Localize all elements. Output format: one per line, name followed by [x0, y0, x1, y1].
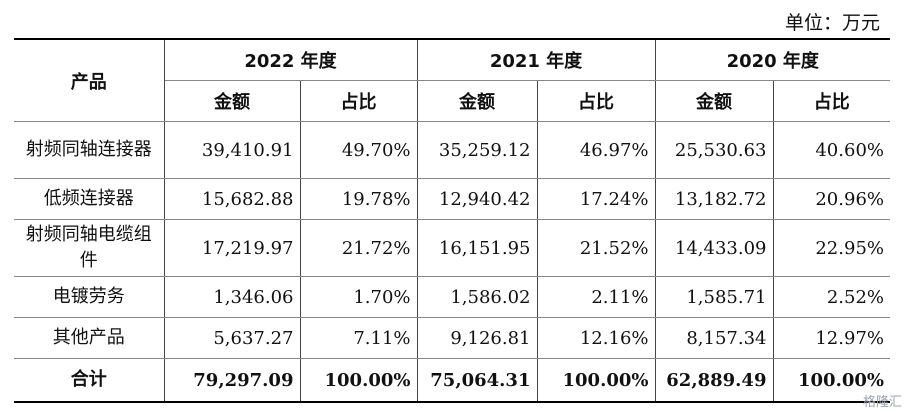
total-ratio: 100.00%: [299, 358, 418, 403]
cell-ratio: 2.11%: [536, 276, 656, 318]
table-row: 低频连接器 15,682.88 19.78% 12,940.42 17.24% …: [14, 178, 890, 220]
cell-amount: 1,585.71: [654, 276, 774, 318]
total-amount: 62,889.49: [654, 358, 774, 403]
cell-amount: 1,586.02: [416, 276, 538, 318]
cell-ratio: 19.78%: [299, 178, 418, 220]
cell-ratio: 21.52%: [536, 219, 656, 277]
cell-amount: 25,530.63: [654, 121, 774, 179]
cell-amount: 5,637.27: [163, 317, 301, 359]
cell-amount: 39,410.91: [163, 121, 301, 179]
header-product: 产品: [14, 38, 165, 122]
unit-label: 单位：万元: [784, 12, 880, 34]
product-name: 低频连接器: [14, 178, 165, 220]
total-amount: 79,297.09: [163, 358, 301, 403]
cell-ratio: 22.95%: [772, 219, 890, 277]
cell-ratio: 1.70%: [299, 276, 418, 318]
total-ratio: 100.00%: [772, 358, 890, 403]
cell-amount: 13,182.72: [654, 178, 774, 220]
cell-amount: 12,940.42: [416, 178, 538, 220]
header-year-2021: 2021 年度: [416, 38, 656, 81]
header-year-2022: 2022 年度: [163, 38, 418, 81]
cell-amount: 16,151.95: [416, 219, 538, 277]
cell-amount: 1,346.06: [163, 276, 301, 318]
header-amount: 金额: [164, 80, 301, 122]
header-amount: 金额: [654, 80, 774, 122]
header-ratio: 占比: [772, 80, 890, 122]
cell-amount: 35,259.12: [416, 121, 538, 179]
cell-amount: 9,126.81: [416, 317, 538, 359]
header-year-2020: 2020 年度: [654, 38, 890, 81]
table-row: 电镀劳务 1,346.06 1.70% 1,586.02 2.11% 1,585…: [14, 276, 890, 318]
cell-ratio: 21.72%: [299, 219, 418, 277]
cell-ratio: 2.52%: [772, 276, 890, 318]
cell-ratio: 17.24%: [536, 178, 656, 220]
product-name: 其他产品: [14, 317, 165, 359]
total-ratio: 100.00%: [536, 358, 656, 403]
table-row: 其他产品 5,637.27 7.11% 9,126.81 12.16% 8,15…: [14, 317, 890, 359]
cell-ratio: 12.97%: [772, 317, 890, 359]
cell-ratio: 7.11%: [299, 317, 418, 359]
cell-amount: 8,157.34: [654, 317, 774, 359]
cell-ratio: 40.60%: [772, 121, 890, 179]
watermark: 格隆汇: [862, 395, 902, 410]
header-ratio: 占比: [299, 80, 418, 122]
total-amount: 75,064.31: [416, 358, 538, 403]
cell-amount: 14,433.09: [654, 219, 774, 277]
total-row: 合计 79,297.09 100.00% 75,064.31 100.00% 6…: [14, 358, 890, 403]
header-amount: 金额: [416, 80, 538, 122]
cell-ratio: 49.70%: [299, 121, 418, 179]
product-name: 电镀劳务: [14, 276, 165, 318]
cell-amount: 17,219.97: [163, 219, 301, 277]
cell-ratio: 12.16%: [536, 317, 656, 359]
product-name: 射频同轴连接器: [14, 121, 165, 179]
header-ratio: 占比: [536, 80, 656, 122]
cell-amount: 15,682.88: [163, 178, 301, 220]
table-row: 射频同轴连接器 39,410.91 49.70% 35,259.12 46.97…: [14, 121, 890, 179]
cell-ratio: 46.97%: [536, 121, 656, 179]
total-label: 合计: [14, 358, 165, 403]
product-name: 射频同轴电缆组件: [14, 219, 165, 277]
cell-ratio: 20.96%: [772, 178, 890, 220]
table-row: 射频同轴电缆组件 17,219.97 21.72% 16,151.95 21.5…: [14, 219, 890, 277]
revenue-table: 产品 2022 年度 2021 年度 2020 年度 金额 占比 金额 占比 金…: [14, 38, 890, 403]
